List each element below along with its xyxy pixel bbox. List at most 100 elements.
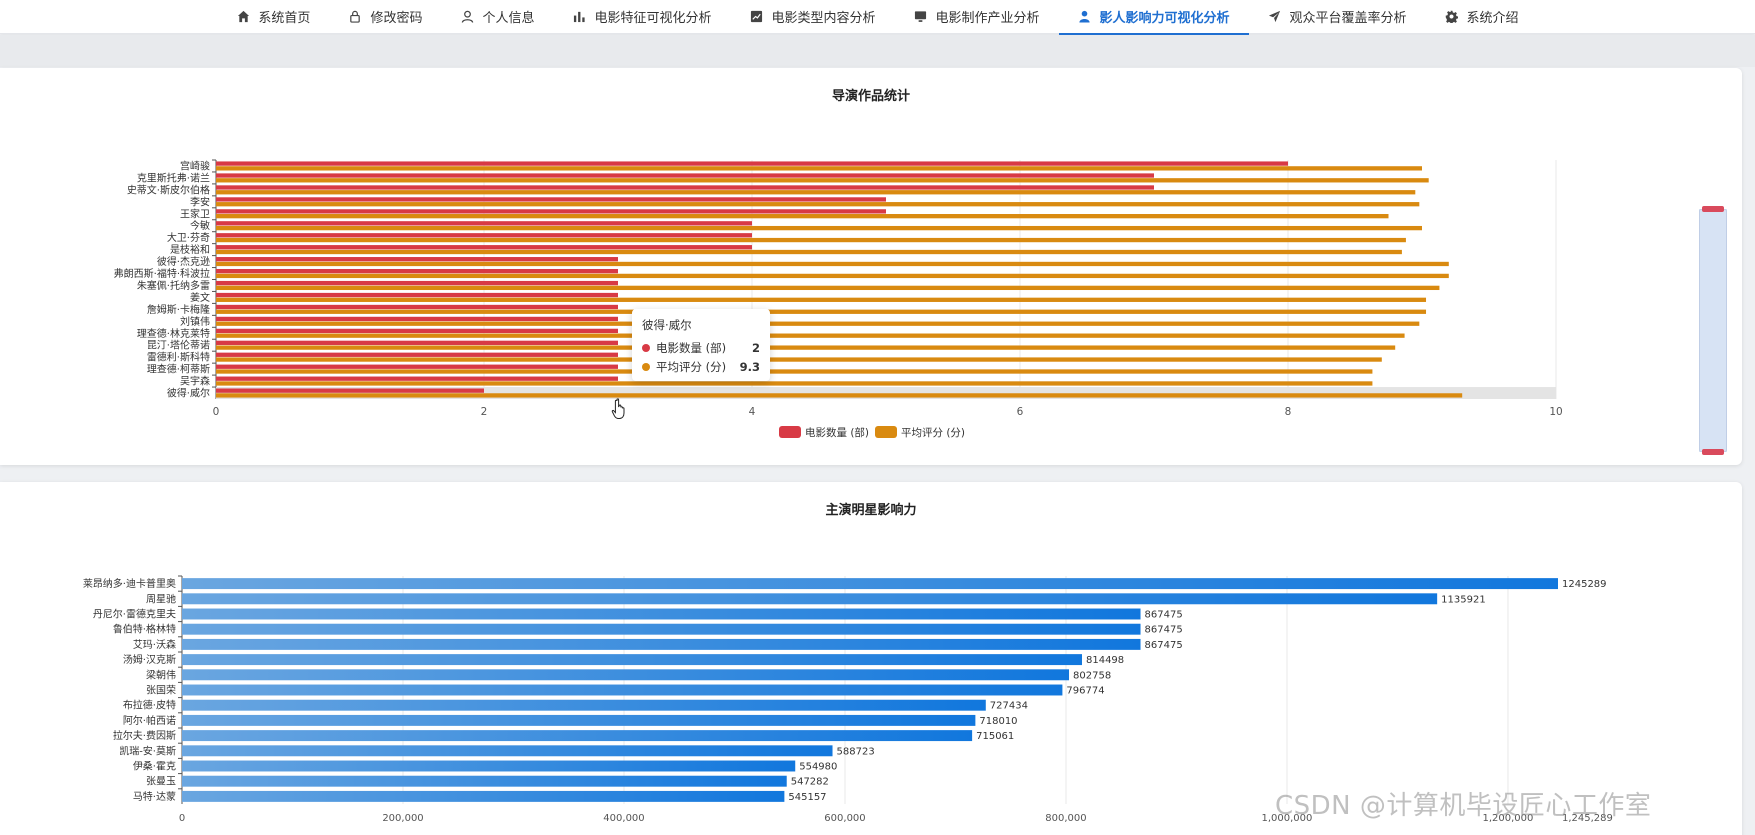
- bar-value-label: 554980: [799, 762, 837, 773]
- x-tick-label: 8: [1285, 406, 1292, 418]
- count-bar: [216, 245, 752, 250]
- nav-item-7[interactable]: 观众平台覆盖率分析: [1249, 0, 1426, 34]
- y-tick-label: 鲁伯特·格林特: [113, 623, 176, 636]
- x-tick-label: 1,200,000: [1483, 813, 1534, 824]
- y-tick-label: 周星驰: [146, 592, 176, 605]
- nav-item-0[interactable]: 系统首页: [217, 0, 329, 34]
- count-bar: [216, 352, 618, 357]
- nav-item-label: 系统首页: [258, 11, 311, 26]
- star-chart: 莱昂纳多·迪卡普里奥 1245289 周星驰 1135921 丹尼尔·雷德克里夫 8674…: [83, 575, 1613, 824]
- nav-item-4[interactable]: 电影类型内容分析: [730, 0, 894, 34]
- star-bar: [182, 790, 785, 802]
- rating-bar: [216, 261, 1449, 267]
- rating-bar: [216, 309, 1427, 314]
- count-bar: [216, 304, 618, 310]
- legend-swatch: [875, 426, 897, 438]
- y-tick-label: 拉尔夫·费因斯: [113, 729, 176, 742]
- zoom-slider[interactable]: [1698, 206, 1728, 455]
- rating-bar: [216, 190, 1416, 195]
- y-tick-label: 莱昂纳多·迪卡普里奥: [83, 577, 176, 590]
- y-tick-label: 阿尔·帕西诺: [123, 714, 176, 727]
- page-band: [0, 35, 1755, 67]
- rating-bar: [216, 381, 1373, 386]
- y-tick-label: 布拉德·皮特: [123, 699, 176, 712]
- rating-bar: [216, 249, 1402, 255]
- y-tick-label: 丹尼尔·雷德克里夫: [93, 608, 176, 621]
- bar-chart-icon: [572, 10, 586, 24]
- bar-value-label: 814498: [1086, 655, 1124, 666]
- count-bar: [216, 364, 618, 369]
- rating-bar: [216, 297, 1427, 302]
- tooltip-rating-name: 平均评分 (分): [656, 359, 727, 374]
- y-tick-label: 今敏: [190, 219, 210, 232]
- y-tick-label: 汤姆·汉克斯: [123, 653, 176, 666]
- count-bar: [216, 328, 618, 334]
- director-chart-panel: 导演作品统计 宫崎骏 克里斯托弗·诺兰 史蒂文·斯皮尔伯格 李安 王家卫 今敏 大卫·芬奇是…: [0, 68, 1742, 465]
- count-bar: [216, 197, 886, 202]
- rating-bar: [216, 178, 1429, 183]
- rating-bar: [216, 214, 1389, 219]
- rating-bar: [216, 202, 1420, 207]
- director-chart-title: 导演作品统计: [831, 89, 910, 104]
- star-bar: [182, 578, 1558, 590]
- y-tick-label: 理查德·林克莱特: [137, 327, 210, 340]
- rating-bar: [216, 273, 1449, 279]
- count-bar: [216, 388, 484, 393]
- y-tick-label: 彼得·威尔: [167, 387, 210, 400]
- star-bar: [182, 608, 1141, 620]
- bar-value-label: 547282: [791, 777, 829, 788]
- rating-bar: [216, 321, 1420, 326]
- count-bar: [216, 280, 618, 286]
- x-tick-label: 2: [481, 406, 488, 418]
- count-bar: [216, 221, 752, 226]
- star-bar: [182, 760, 796, 772]
- x-tick-label: 1,000,000: [1262, 813, 1313, 824]
- nav-item-2[interactable]: 个人信息: [441, 0, 553, 34]
- rating-bar: [216, 393, 1463, 398]
- tooltip-count-dot: [642, 343, 650, 352]
- tooltip-row-rating: 平均评分 (分) 9.3: [642, 357, 760, 376]
- bar-value-label: 867475: [1145, 625, 1183, 636]
- bar-value-label: 727434: [990, 701, 1028, 712]
- y-tick-label: 姜文: [190, 291, 210, 304]
- rating-bar: [216, 369, 1373, 374]
- star-bar: [182, 638, 1141, 650]
- y-tick-label: 凯瑞-安·莫斯: [119, 744, 176, 757]
- x-tick-label: 200,000: [382, 813, 423, 824]
- y-tick-label: 弗朗西斯·福特·科波拉: [114, 267, 210, 280]
- star-bar: [182, 593, 1438, 605]
- line-chart-icon: [749, 10, 763, 24]
- zoom-top-handle[interactable]: [1702, 206, 1724, 212]
- nav-item-1[interactable]: 修改密码: [329, 0, 441, 34]
- x-tick-label: 400,000: [603, 813, 644, 824]
- star-bar: [182, 654, 1082, 666]
- user-icon: [460, 10, 474, 24]
- nav-item-6[interactable]: 影人影响力可视化分析: [1058, 0, 1249, 35]
- zoom-window[interactable]: [1699, 209, 1727, 452]
- bar-value-label: 715061: [976, 731, 1014, 742]
- x-tick-label: 0: [179, 813, 185, 824]
- send-icon: [1268, 10, 1282, 24]
- top-nav: 系统首页 修改密码 个人信息 电影特征可视化分析 电影类型内容分析 电影制作产业分析 影人影…: [0, 0, 1755, 35]
- count-bar: [216, 340, 618, 345]
- bar-value-label: 588723: [837, 746, 875, 757]
- nav-item-label: 电影制作产业分析: [935, 11, 1040, 26]
- star-bar: [182, 669, 1070, 681]
- nav-item-5[interactable]: 电影制作产业分析: [895, 0, 1059, 34]
- y-tick-label: 张国荣: [146, 685, 176, 697]
- nav-item-3[interactable]: 电影特征可视化分析: [553, 0, 730, 34]
- nav-item-8[interactable]: 系统介绍: [1426, 0, 1538, 34]
- bar-value-label: 867475: [1145, 610, 1183, 621]
- count-bar: [216, 161, 1288, 166]
- x-tick-label: 4: [749, 406, 756, 418]
- zoom-bottom-handle[interactable]: [1702, 449, 1724, 455]
- star-chart-title: 主演明星影响力: [825, 503, 917, 518]
- tooltip-count-value: 2: [751, 340, 760, 355]
- bar-value-label: 802758: [1073, 670, 1111, 681]
- monitor-icon: [914, 10, 928, 24]
- y-tick-label: 伊桑·霍克: [133, 761, 176, 773]
- count-bar: [216, 292, 618, 298]
- count-bar: [216, 173, 1154, 178]
- bar-value-label: 867475: [1145, 640, 1183, 651]
- y-tick-label: 梁朝伟: [146, 668, 176, 681]
